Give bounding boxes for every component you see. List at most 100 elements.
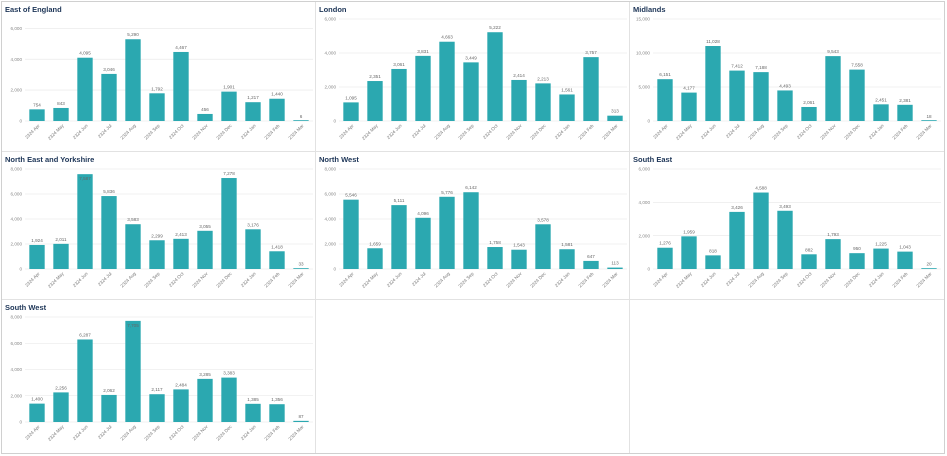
bar[interactable] <box>269 98 285 121</box>
bar[interactable] <box>583 260 599 269</box>
x-tick-label: 2324 Nov <box>505 271 523 289</box>
bar[interactable] <box>221 91 237 121</box>
bar[interactable] <box>125 224 141 269</box>
bar[interactable] <box>753 192 769 269</box>
bar[interactable] <box>293 268 309 269</box>
bar[interactable] <box>897 104 913 121</box>
bar[interactable] <box>125 39 141 121</box>
panel-london: London 0 2,000 4,000 6,000 1,095 2324 Apr 2,35… <box>316 2 630 152</box>
bar[interactable] <box>607 115 623 121</box>
bar[interactable] <box>149 240 165 269</box>
bar[interactable] <box>367 248 383 269</box>
bar[interactable] <box>343 199 359 269</box>
bar[interactable] <box>221 178 237 269</box>
bar[interactable] <box>245 102 261 121</box>
bar[interactable] <box>511 249 527 269</box>
bar[interactable] <box>681 92 697 121</box>
y-tick-label: 6,000 <box>11 341 23 346</box>
bar[interactable] <box>535 83 551 121</box>
bar[interactable] <box>197 113 213 121</box>
bar[interactable] <box>921 120 937 121</box>
bar[interactable] <box>77 57 93 121</box>
x-tick-label: 2324 Mar <box>915 123 933 141</box>
bar[interactable] <box>367 81 383 121</box>
bar[interactable] <box>173 238 189 269</box>
bar[interactable] <box>535 224 551 269</box>
bar[interactable] <box>657 247 673 269</box>
x-tick-label: 2324 Dec <box>529 123 547 141</box>
data-label: 3,757 <box>585 50 597 55</box>
bar[interactable] <box>173 389 189 422</box>
bar[interactable] <box>269 251 285 269</box>
bar[interactable] <box>849 69 865 121</box>
bar[interactable] <box>125 320 141 422</box>
bar[interactable] <box>511 79 527 121</box>
bar[interactable] <box>391 68 407 121</box>
x-tick-label: 2324 Sep <box>457 123 475 141</box>
x-tick-label: 2324 Oct <box>168 271 185 288</box>
bar[interactable] <box>29 109 45 121</box>
bar[interactable] <box>921 268 937 269</box>
bar[interactable] <box>197 378 213 422</box>
bar[interactable] <box>77 339 93 422</box>
bar[interactable] <box>825 239 841 269</box>
bar[interactable] <box>487 247 503 269</box>
bar[interactable] <box>657 79 673 121</box>
panel-title: South West <box>5 303 47 312</box>
bar[interactable] <box>53 107 69 121</box>
bar[interactable] <box>825 56 841 121</box>
bar[interactable] <box>293 420 309 422</box>
bar[interactable] <box>559 94 575 121</box>
bar[interactable] <box>777 210 793 269</box>
bar[interactable] <box>439 41 455 121</box>
bar[interactable] <box>197 230 213 269</box>
bar[interactable] <box>583 57 599 121</box>
bar[interactable] <box>559 249 575 269</box>
bar[interactable] <box>777 90 793 121</box>
bar[interactable] <box>149 394 165 422</box>
bar[interactable] <box>729 70 745 121</box>
bar[interactable] <box>245 229 261 269</box>
bar[interactable] <box>873 248 889 269</box>
y-tick-label: 2,000 <box>11 242 23 247</box>
bar[interactable] <box>293 120 309 121</box>
bar[interactable] <box>245 403 261 422</box>
bar[interactable] <box>101 196 117 269</box>
x-tick-label: 2324 Feb <box>891 123 909 141</box>
bar[interactable] <box>269 404 285 422</box>
bar[interactable] <box>343 102 359 121</box>
data-label: 1,561 <box>561 87 573 92</box>
bar[interactable] <box>77 174 93 269</box>
bar[interactable] <box>29 244 45 269</box>
bar[interactable] <box>487 32 503 121</box>
bar[interactable] <box>53 392 69 422</box>
bar[interactable] <box>607 267 623 269</box>
data-label: 3,055 <box>199 224 211 229</box>
bar[interactable] <box>753 72 769 121</box>
bar[interactable] <box>29 403 45 422</box>
bar[interactable] <box>705 46 721 122</box>
bar[interactable] <box>463 192 479 269</box>
bar[interactable] <box>101 394 117 422</box>
bar[interactable] <box>221 377 237 422</box>
bar[interactable] <box>439 196 455 269</box>
bar[interactable] <box>415 55 431 121</box>
bar[interactable] <box>149 93 165 121</box>
bar[interactable] <box>849 253 865 269</box>
data-label: 2,451 <box>875 97 887 102</box>
bar[interactable] <box>415 217 431 269</box>
bar[interactable] <box>463 62 479 121</box>
bar[interactable] <box>705 255 721 269</box>
bar[interactable] <box>101 73 117 121</box>
bar[interactable] <box>681 236 697 269</box>
bar[interactable] <box>53 243 69 269</box>
bar[interactable] <box>801 254 817 269</box>
panel-midlands: Midlands 0 5,000 10,000 15,000 6,151 2324 Apr… <box>630 2 944 152</box>
data-label: 3,583 <box>127 217 139 222</box>
bar[interactable] <box>801 106 817 121</box>
bar[interactable] <box>173 51 189 121</box>
bar[interactable] <box>873 104 889 121</box>
bar[interactable] <box>729 211 745 269</box>
bar[interactable] <box>897 251 913 269</box>
bar[interactable] <box>391 205 407 269</box>
